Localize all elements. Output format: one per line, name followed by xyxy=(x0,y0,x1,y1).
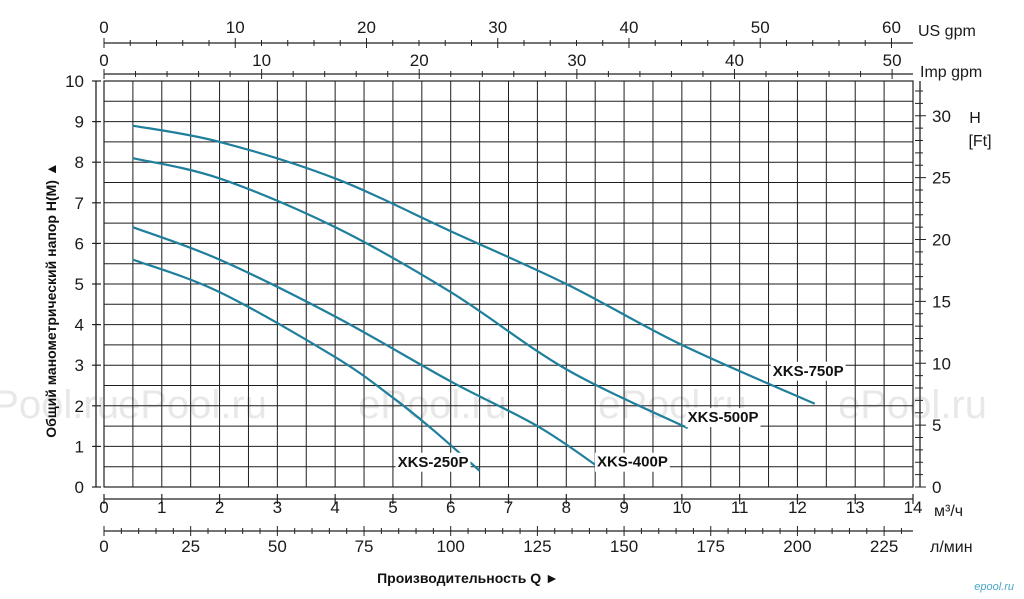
x-unit-m3h: м³/ч xyxy=(934,503,963,520)
x-tick-label-m3h: 13 xyxy=(846,498,865,517)
top-unit-imp: Imp gpm xyxy=(920,64,982,81)
x-tick-label-m3h: 1 xyxy=(157,498,166,517)
series-label-xks-750p: XKS-750P xyxy=(773,363,844,380)
top-tick-label-imp: 40 xyxy=(725,51,744,70)
y-tick-label-ft: 0 xyxy=(932,478,941,497)
x-tick-label-lmin: 175 xyxy=(697,537,725,556)
watermark-text: ePool.ru xyxy=(118,383,267,427)
y-tick-label-ft: 25 xyxy=(932,169,951,188)
top-tick-label-us: 50 xyxy=(751,18,770,37)
series-line-xks-250p xyxy=(132,258,481,472)
x-tick-label-m3h: 12 xyxy=(788,498,807,517)
y-tick-label-m: 8 xyxy=(75,153,84,172)
y-tick-label-ft: 15 xyxy=(932,292,951,311)
series-label-bg xyxy=(594,452,670,472)
x-axis-title: Производительность Q ► xyxy=(377,570,559,586)
y-tick-label-m: 1 xyxy=(75,437,84,456)
y-tick-label-m: 3 xyxy=(75,356,84,375)
top-tick-label-us: 10 xyxy=(226,18,245,37)
x-tick-label-m3h: 8 xyxy=(562,498,571,517)
x-tick-label-lmin: 150 xyxy=(610,537,638,556)
x-tick-label-lmin: 125 xyxy=(523,537,551,556)
axes: 0 1 2 3 4 5 6 7 8 9 10 11 12 13 14 м³/ч0 25 50 75 100 125 150… xyxy=(43,18,992,586)
y-tick-label-m: 5 xyxy=(75,275,84,294)
x-unit-lmin: л/мин xyxy=(930,539,973,556)
y-tick-label-ft: 10 xyxy=(932,354,951,373)
top-tick-label-us: 0 xyxy=(99,18,108,37)
y-tick-label-m: 10 xyxy=(65,72,84,91)
x-tick-label-m3h: 10 xyxy=(672,498,691,517)
x-tick-label-lmin: 25 xyxy=(181,537,200,556)
grid xyxy=(104,81,913,487)
x-tick-label-m3h: 7 xyxy=(504,498,513,517)
series-label-bg xyxy=(395,452,471,472)
series-line-xks-400p xyxy=(132,226,602,470)
x-tick-label-m3h: 14 xyxy=(904,498,923,517)
top-tick-label-us: 40 xyxy=(620,18,639,37)
y-tick-label-ft: 30 xyxy=(932,107,951,126)
y-tick-label-ft: 5 xyxy=(932,416,941,435)
top-tick-label-us: 30 xyxy=(488,18,507,37)
x-tick-label-lmin: 0 xyxy=(99,537,108,556)
y-tick-label-m: 6 xyxy=(75,234,84,253)
x-tick-label-m3h: 4 xyxy=(330,498,339,517)
series-lines xyxy=(132,124,816,472)
x-tick-label-lmin: 75 xyxy=(355,537,374,556)
top-tick-label-us: 60 xyxy=(882,18,901,37)
y-tick-label-m: 9 xyxy=(75,113,84,132)
series-line-xks-500p xyxy=(132,157,689,430)
x-tick-label-lmin: 50 xyxy=(268,537,287,556)
y-tick-label-ft: 20 xyxy=(932,231,951,250)
top-tick-label-us: 20 xyxy=(357,18,376,37)
series-line-xks-750p xyxy=(132,124,816,405)
series-label-xks-400p: XKS-400P xyxy=(597,454,668,471)
top-tick-label-imp: 30 xyxy=(567,51,586,70)
x-tick-label-m3h: 5 xyxy=(388,498,397,517)
x-tick-label-m3h: 11 xyxy=(731,498,749,517)
top-tick-label-imp: 20 xyxy=(410,51,429,70)
series-label-xks-250p: XKS-250P xyxy=(398,454,469,471)
right-unit-h: H xyxy=(969,110,981,127)
series-label-bg xyxy=(770,361,846,381)
top-tick-label-imp: 0 xyxy=(99,51,108,70)
x-tick-label-m3h: 0 xyxy=(99,498,108,517)
x-tick-label-m3h: 9 xyxy=(619,498,628,517)
x-tick-label-lmin: 200 xyxy=(783,537,811,556)
series-label-xks-500p: XKS-500P xyxy=(688,409,759,426)
x-tick-label-lmin: 100 xyxy=(437,537,465,556)
watermark-text: ePool.ru xyxy=(0,383,119,427)
top-tick-label-imp: 50 xyxy=(883,51,902,70)
top-unit-us: US gpm xyxy=(918,23,976,40)
x-tick-label-m3h: 2 xyxy=(215,498,224,517)
x-tick-label-lmin: 225 xyxy=(870,537,898,556)
watermark-text: ePool.ru xyxy=(358,383,507,427)
plot-frame xyxy=(103,80,914,488)
y-tick-label-m: 7 xyxy=(75,194,84,213)
labels: XKS-250P XKS-400P XKS-500P XKS-750P xyxy=(395,361,846,472)
y-tick-label-m: 0 xyxy=(75,478,84,497)
y-tick-label-m: 2 xyxy=(75,397,84,416)
top-tick-label-imp: 10 xyxy=(252,51,271,70)
x-tick-label-m3h: 3 xyxy=(273,498,282,517)
x-tick-label-m3h: 6 xyxy=(446,498,455,517)
y-axis-title: Общий манометрический напор H(M) ▲ xyxy=(43,162,59,437)
right-unit-ft: [Ft] xyxy=(968,133,991,150)
brand-mark: epool.ru xyxy=(974,581,1014,593)
y-tick-label-m: 4 xyxy=(75,316,84,335)
series-label-bg xyxy=(685,408,761,428)
